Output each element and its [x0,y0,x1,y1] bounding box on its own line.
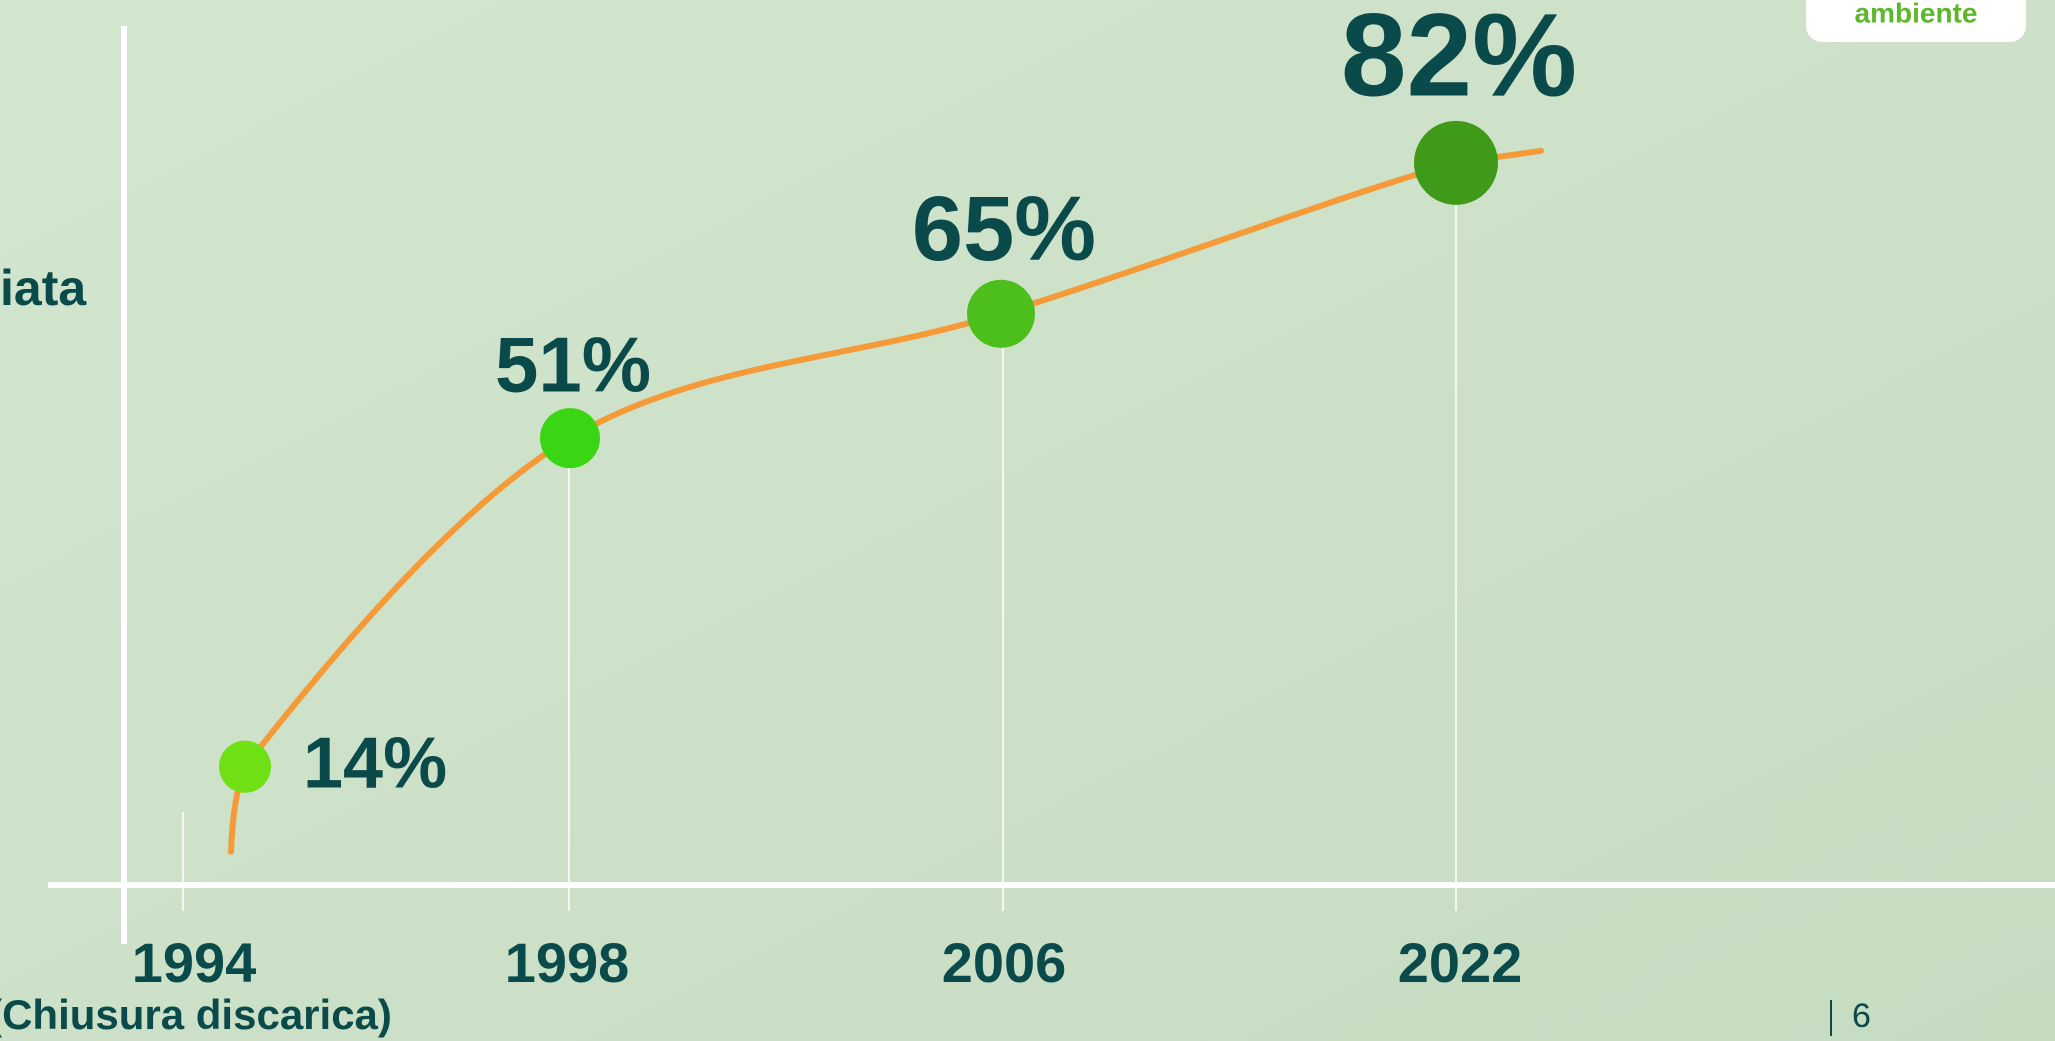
point [219,740,271,793]
line [242,159,1457,769]
value-label: 14% [303,724,447,804]
value-label: 82% [1341,0,1577,121]
page-number: 6 [1852,997,1871,1035]
value-label: 65% [912,178,1096,280]
x-tick-label: 1994 [132,931,257,994]
y-axis-label: iata [0,260,87,316]
value-label: 51% [495,320,651,408]
logo: ambiente [1855,0,1978,28]
point [1414,120,1498,205]
point [967,279,1035,348]
x-tick-label: 2022 [1398,931,1523,994]
point [540,408,600,469]
x-tick-label: 2006 [942,931,1067,994]
logo-box [1806,0,2026,42]
x-annotation: (Chiusura discarica) [0,991,392,1038]
x-tick-label: 1998 [505,931,630,994]
